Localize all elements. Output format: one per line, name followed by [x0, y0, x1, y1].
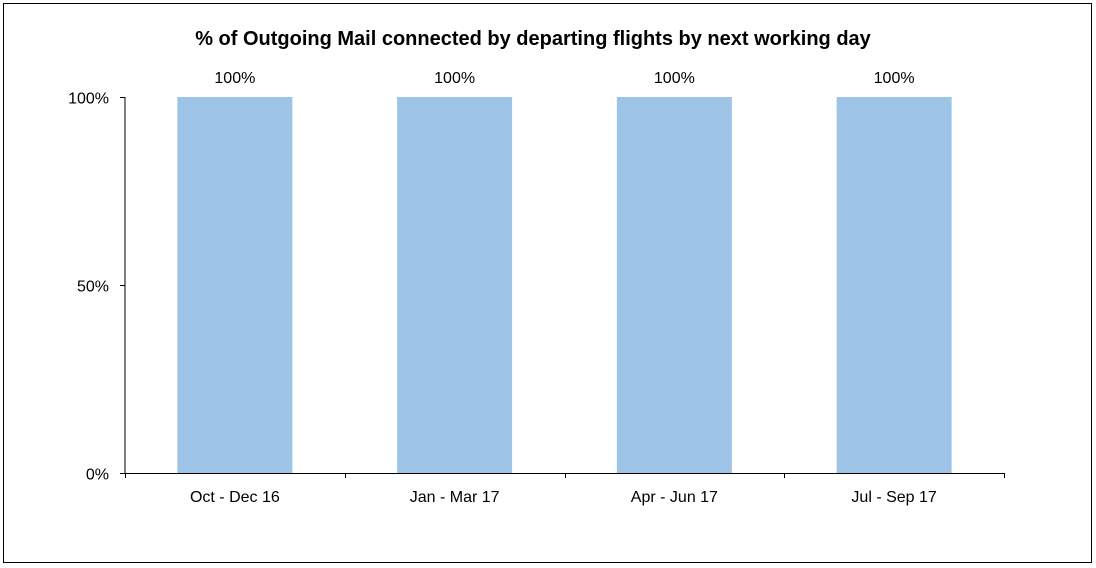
- data-label: 100%: [214, 70, 255, 87]
- bar-4: [836, 97, 952, 473]
- data-label: 100%: [874, 70, 915, 87]
- y-tick-label: 50%: [77, 279, 109, 296]
- bar-3: [616, 97, 732, 473]
- x-category-label: Jan - Mar 17: [410, 489, 500, 506]
- y-tick-label: 0%: [86, 467, 109, 484]
- x-category-label: Oct - Dec 16: [190, 489, 280, 506]
- bar-1: [177, 97, 293, 473]
- y-tick-label: 100%: [68, 91, 109, 108]
- x-category-label: Apr - Jun 17: [631, 489, 718, 506]
- bar-2: [397, 97, 513, 473]
- x-category-label: Jul - Sep 17: [851, 489, 936, 506]
- data-label: 100%: [654, 70, 695, 87]
- data-label: 100%: [434, 70, 475, 87]
- plot-area: 0% 50% 100% 100% Oct - Dec 16 100% Jan - Mar 1…: [68, 70, 1005, 506]
- chart-title: % of Outgoing Mail connected by departin…: [195, 28, 871, 50]
